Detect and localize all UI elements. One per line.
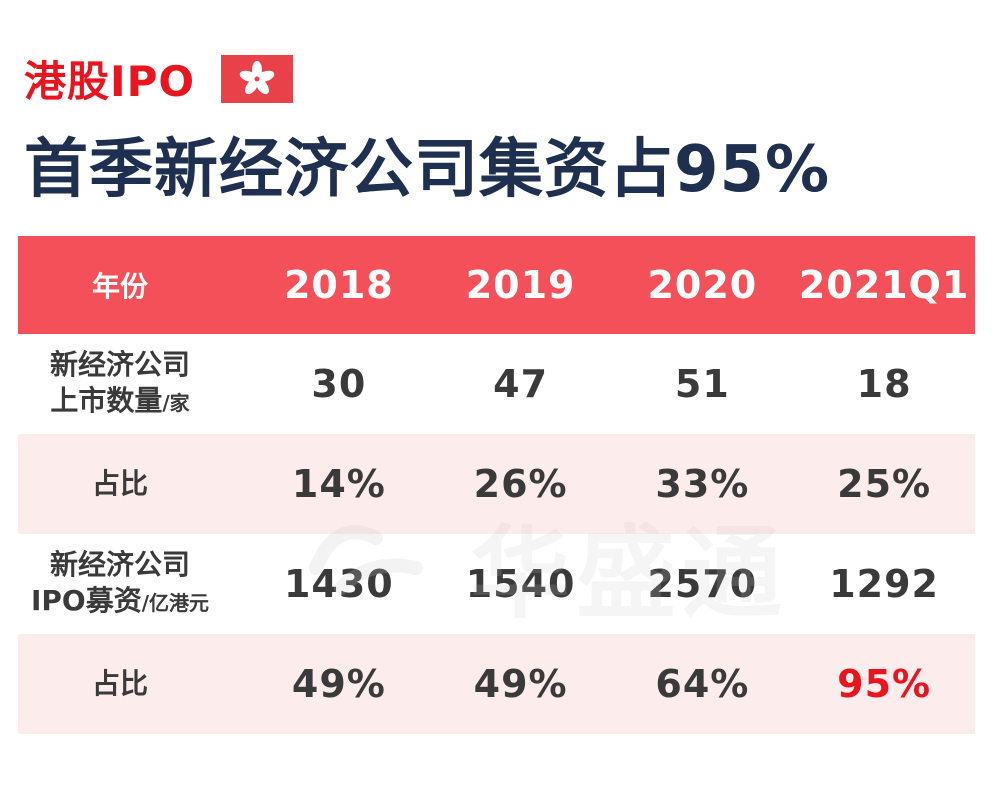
year-header-label: 年份 [91, 270, 148, 303]
row-label-listing-count: 新经济公司 上市数量/家 [18, 334, 248, 434]
table-cell: 49% [473, 662, 568, 706]
row-label-line1: 新经济公司 [49, 348, 190, 381]
table-row: 占比 14% 26% 33% 25% [18, 434, 975, 534]
hong-kong-flag-icon [221, 54, 294, 103]
table-cell: 1292 [829, 562, 939, 606]
row-unit: /亿港元 [141, 591, 210, 615]
row-label-share: 占比 [91, 467, 148, 500]
table-cell: 14% [291, 462, 386, 506]
table-row: 占比 49% 49% 64% 95% [18, 634, 975, 734]
table-cell: 30 [311, 362, 367, 406]
table-cell: 1540 [465, 562, 576, 606]
year-2019-header: 2019 [465, 263, 576, 307]
table-cell: 2570 [647, 562, 758, 606]
ipo-stats-table: 年份 2018 2019 2020 2021Q1 新经济公司 上市数量/家 30… [18, 236, 975, 734]
table-cell: 1430 [283, 562, 394, 606]
table-cell: 33% [655, 462, 750, 506]
row-label-line2: 上市数量 [50, 384, 163, 417]
row-label-ipo-proceeds: 新经济公司 IPO募资/亿港元 [18, 534, 248, 634]
section-tag: 港股IPO [24, 57, 196, 106]
row-label-line2: IPO募资 [30, 584, 142, 617]
table-cell: 51 [674, 362, 730, 406]
row-unit: /家 [162, 391, 190, 415]
table-cell: 49% [291, 662, 386, 706]
table-cell: 25% [837, 462, 932, 506]
table-cell: 26% [473, 462, 568, 506]
highlighted-cell: 95% [837, 662, 932, 706]
table-row: 新经济公司 上市数量/家 30 47 51 18 [18, 334, 975, 434]
table-cell: 47 [493, 362, 549, 406]
table-row: 新经济公司 IPO募资/亿港元 1430 1540 2570 1292 [18, 534, 975, 634]
header-tag-row: 港股IPO [24, 48, 294, 109]
row-label-share: 占比 [91, 667, 148, 700]
table-header-row: 年份 2018 2019 2020 2021Q1 [18, 236, 975, 334]
year-2020-header: 2020 [647, 263, 758, 307]
year-2018-header: 2018 [283, 263, 394, 307]
row-label-line1: 新经济公司 [49, 548, 190, 581]
year-2021q1-header: 2021Q1 [798, 263, 970, 307]
table-cell: 18 [856, 362, 912, 406]
table-cell: 64% [655, 662, 750, 706]
page-title: 首季新经济公司集资占95% [24, 133, 831, 207]
